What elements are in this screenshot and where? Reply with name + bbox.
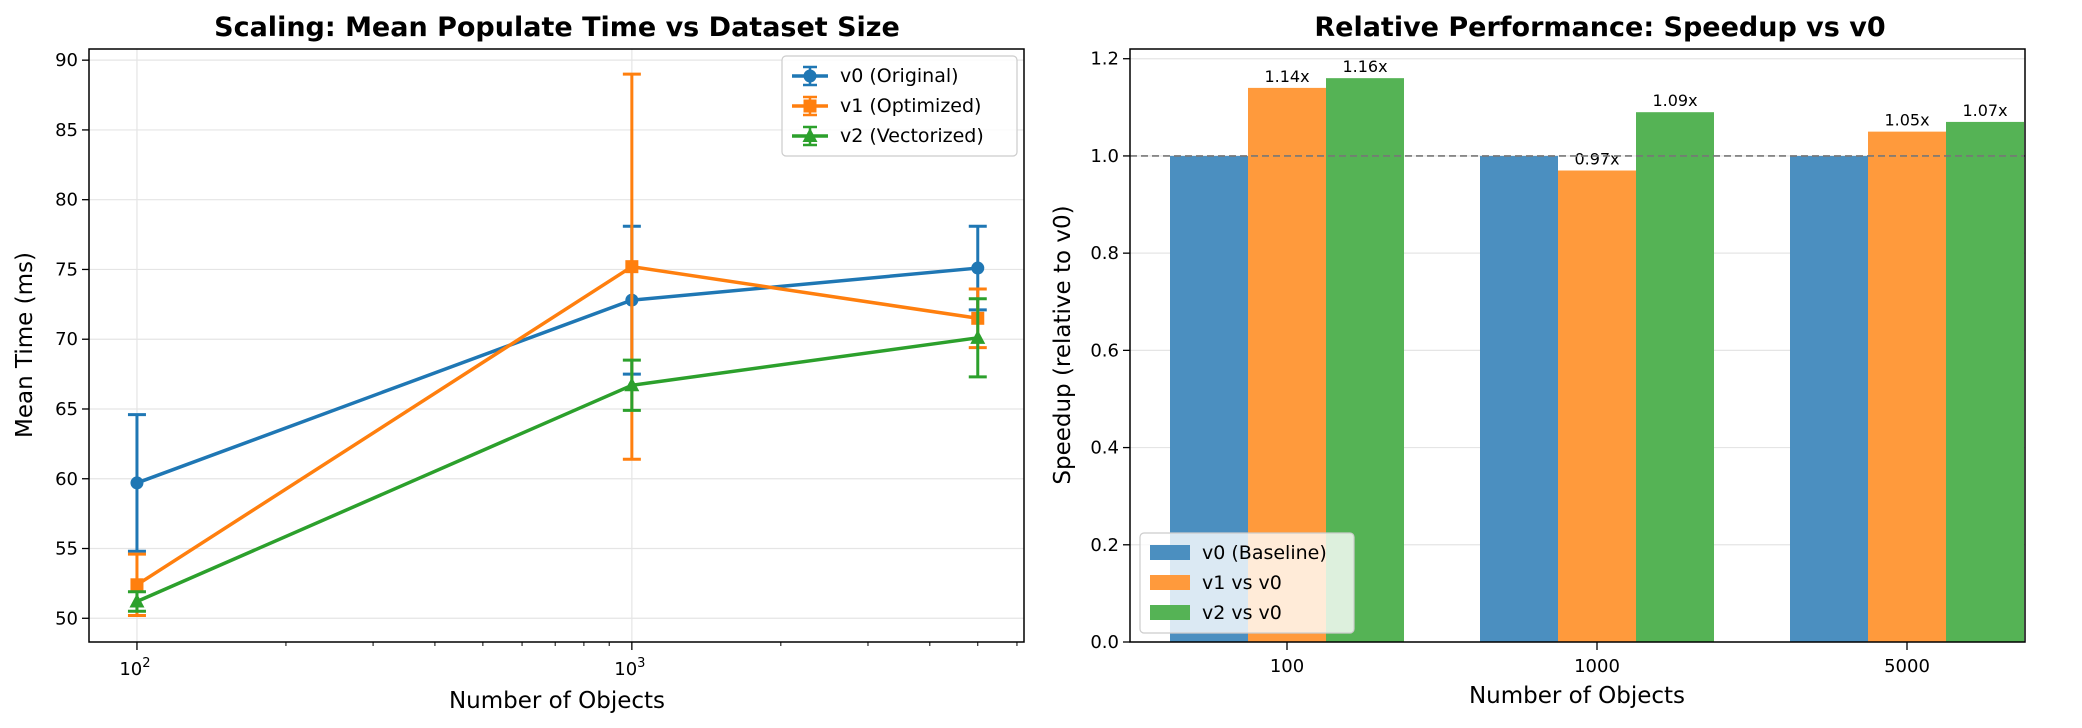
left-chart-title: Scaling: Mean Populate Time vs Dataset S… [214, 12, 900, 43]
legend-label: v2 (Vectorized) [840, 125, 984, 147]
bar-bar_v0 [1480, 155, 1558, 642]
left-legend-frame [781, 55, 1018, 157]
left-y-tick-label: 75 [55, 259, 78, 280]
legend-label: v1 vs v0 [1202, 572, 1282, 594]
right-axes-frame [1129, 48, 2026, 643]
right-x-axis-label: Number of Objects [1469, 683, 1685, 709]
legend-marker [802, 128, 818, 142]
left-x-tick-label: 102 [119, 656, 150, 680]
bar-value-label: 0.97x [1574, 150, 1619, 169]
left-legend: v0 (Original) v1 (Optimized) v2 (Vectorize… [781, 55, 1018, 157]
legend-marker [803, 99, 817, 113]
right-y-tick-label: 0.8 [1090, 243, 1119, 264]
data-point [624, 377, 640, 392]
left-y-tick-label: 85 [55, 120, 78, 141]
data-point [625, 260, 639, 274]
legend-swatch [1150, 545, 1190, 560]
left-x-tick-label: 103 [614, 656, 645, 680]
left-plot-area [127, 72, 987, 617]
bar-bar_v1 [1868, 131, 1946, 642]
left-y-ticks: 50 55 60 65 70 75 80 85 90 [55, 50, 89, 629]
legend-swatch [1150, 575, 1190, 590]
left-y-tick-label: 55 [55, 539, 78, 560]
legend-swatch [1150, 605, 1190, 620]
bar-bar_v2 [1636, 112, 1714, 642]
legend-label: v2 vs v0 [1202, 602, 1282, 624]
right-x-tick-label: 100 [1270, 656, 1304, 677]
right-y-tick-label: 1.0 [1090, 146, 1119, 167]
right-y-tick-label: 0.0 [1090, 632, 1119, 653]
right-chart-title: Relative Performance: Speedup vs v0 [1314, 12, 1885, 43]
bar-value-label: 1.16x [1342, 57, 1387, 76]
left-y-tick-label: 65 [55, 399, 78, 420]
right-x-tick-label: 5000 [1884, 656, 1930, 677]
legend-label: v1 (Optimized) [840, 95, 981, 117]
left-y-tick-label: 70 [55, 329, 78, 350]
data-point [130, 476, 144, 490]
left-axes-frame [88, 48, 1025, 643]
data-point [130, 578, 144, 592]
left-y-tick-label: 50 [55, 608, 78, 629]
right-y-tick-label: 1.2 [1090, 49, 1119, 70]
bar-bar_v0 [1790, 155, 1868, 642]
right-legend-frame [1139, 532, 1355, 634]
scaling-line-chart: Scaling: Mean Populate Time vs Dataset S… [12, 12, 1025, 714]
left-x-axis-label: Number of Objects [449, 688, 665, 714]
right-x-ticks: 100 1000 5000 [1270, 642, 1930, 677]
right-legend: v0 (Baseline) v1 vs v0 v2 vs v0 [1139, 532, 1355, 634]
data-point [971, 261, 985, 275]
bar-value-label: 1.09x [1652, 91, 1697, 110]
legend-marker [803, 69, 817, 83]
left-y-tick-label: 90 [55, 50, 78, 71]
bar-bar_v1 [1558, 170, 1636, 642]
bar-bar_v2 [1946, 121, 2024, 642]
right-y-tick-label: 0.6 [1090, 340, 1119, 361]
right-x-tick-label: 1000 [1574, 656, 1620, 677]
bar-value-label: 1.14x [1264, 67, 1309, 86]
bar-value-label: 1.07x [1962, 101, 2007, 120]
left-y-tick-label: 80 [55, 190, 78, 211]
data-point [129, 593, 145, 608]
right-y-tick-label: 0.2 [1090, 535, 1119, 556]
speedup-bar-chart: Relative Performance: Speedup vs v0 1.14… [1050, 12, 2026, 709]
legend-label: v0 (Original) [840, 65, 959, 87]
left-series-v2 [127, 297, 987, 613]
right-y-axis-label: Speedup (relative to v0) [1050, 205, 1076, 484]
left-y-axis-label: Mean Time (ms) [12, 252, 38, 438]
data-point [970, 329, 986, 344]
left-x-ticks: 102 103 [119, 642, 1018, 680]
bar-value-label: 1.05x [1884, 111, 1929, 130]
right-y-tick-label: 0.4 [1090, 438, 1119, 459]
right-y-ticks: 0.0 0.2 0.4 0.6 0.8 1.0 1.2 [1090, 49, 1130, 653]
left-y-tick-label: 60 [55, 469, 78, 490]
legend-label: v0 (Baseline) [1202, 542, 1327, 564]
